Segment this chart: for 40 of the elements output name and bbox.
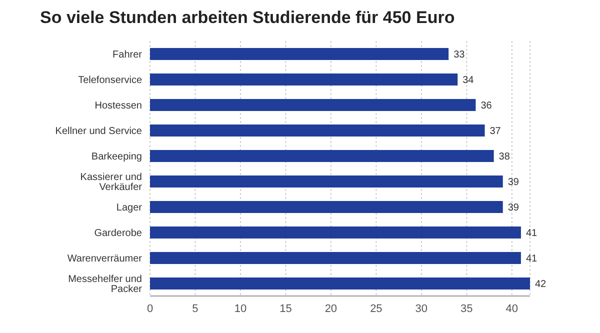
bar <box>150 176 503 188</box>
bar <box>150 124 485 136</box>
data-label: 39 <box>508 177 520 188</box>
x-tick-label: 30 <box>415 302 428 315</box>
data-label: 36 <box>480 100 492 112</box>
bar <box>150 150 494 162</box>
y-tick-label: Garderobe <box>94 228 142 239</box>
x-tick-label: 40 <box>506 302 518 315</box>
data-label: 34 <box>462 75 474 86</box>
x-tick-label: 20 <box>324 302 338 315</box>
data-label: 37 <box>490 126 502 138</box>
x-tick-label: 25 <box>370 302 382 315</box>
x-tick-label: 35 <box>460 302 473 315</box>
y-tick-label: Kassierer und Verkäufer <box>80 172 143 193</box>
x-tick-label: 10 <box>234 302 247 315</box>
data-label: 42 <box>535 279 547 290</box>
bar <box>150 99 476 111</box>
data-label: 38 <box>498 152 510 163</box>
data-label: 39 <box>508 202 520 214</box>
data-label: 41 <box>526 228 538 240</box>
bar <box>150 74 458 86</box>
x-tick-label: 15 <box>280 302 292 315</box>
bar <box>150 252 521 264</box>
x-tick-label: 5 <box>192 302 198 315</box>
bar <box>150 48 449 60</box>
y-tick-label: Lager <box>116 202 143 214</box>
data-label: 41 <box>526 254 538 265</box>
y-tick-label: Barkeeping <box>91 151 142 162</box>
y-tick-label: Messehelfer und Packer <box>68 274 143 295</box>
y-tick-label: Warenverräumer <box>67 253 143 264</box>
bar <box>150 278 530 290</box>
chart-title: So viele Stunden arbeiten Studierende für 450 Euro <box>40 8 455 28</box>
data-label: 33 <box>454 50 466 61</box>
y-tick-label: Fahrer <box>112 49 143 60</box>
y-tick-label: Kellner und Service <box>55 126 142 137</box>
x-tick-label: 0 <box>146 302 154 315</box>
bar <box>150 226 521 238</box>
bar <box>150 201 503 213</box>
y-tick-label: Hostessen <box>94 100 142 112</box>
y-tick-label: Telefonservice <box>78 74 142 86</box>
